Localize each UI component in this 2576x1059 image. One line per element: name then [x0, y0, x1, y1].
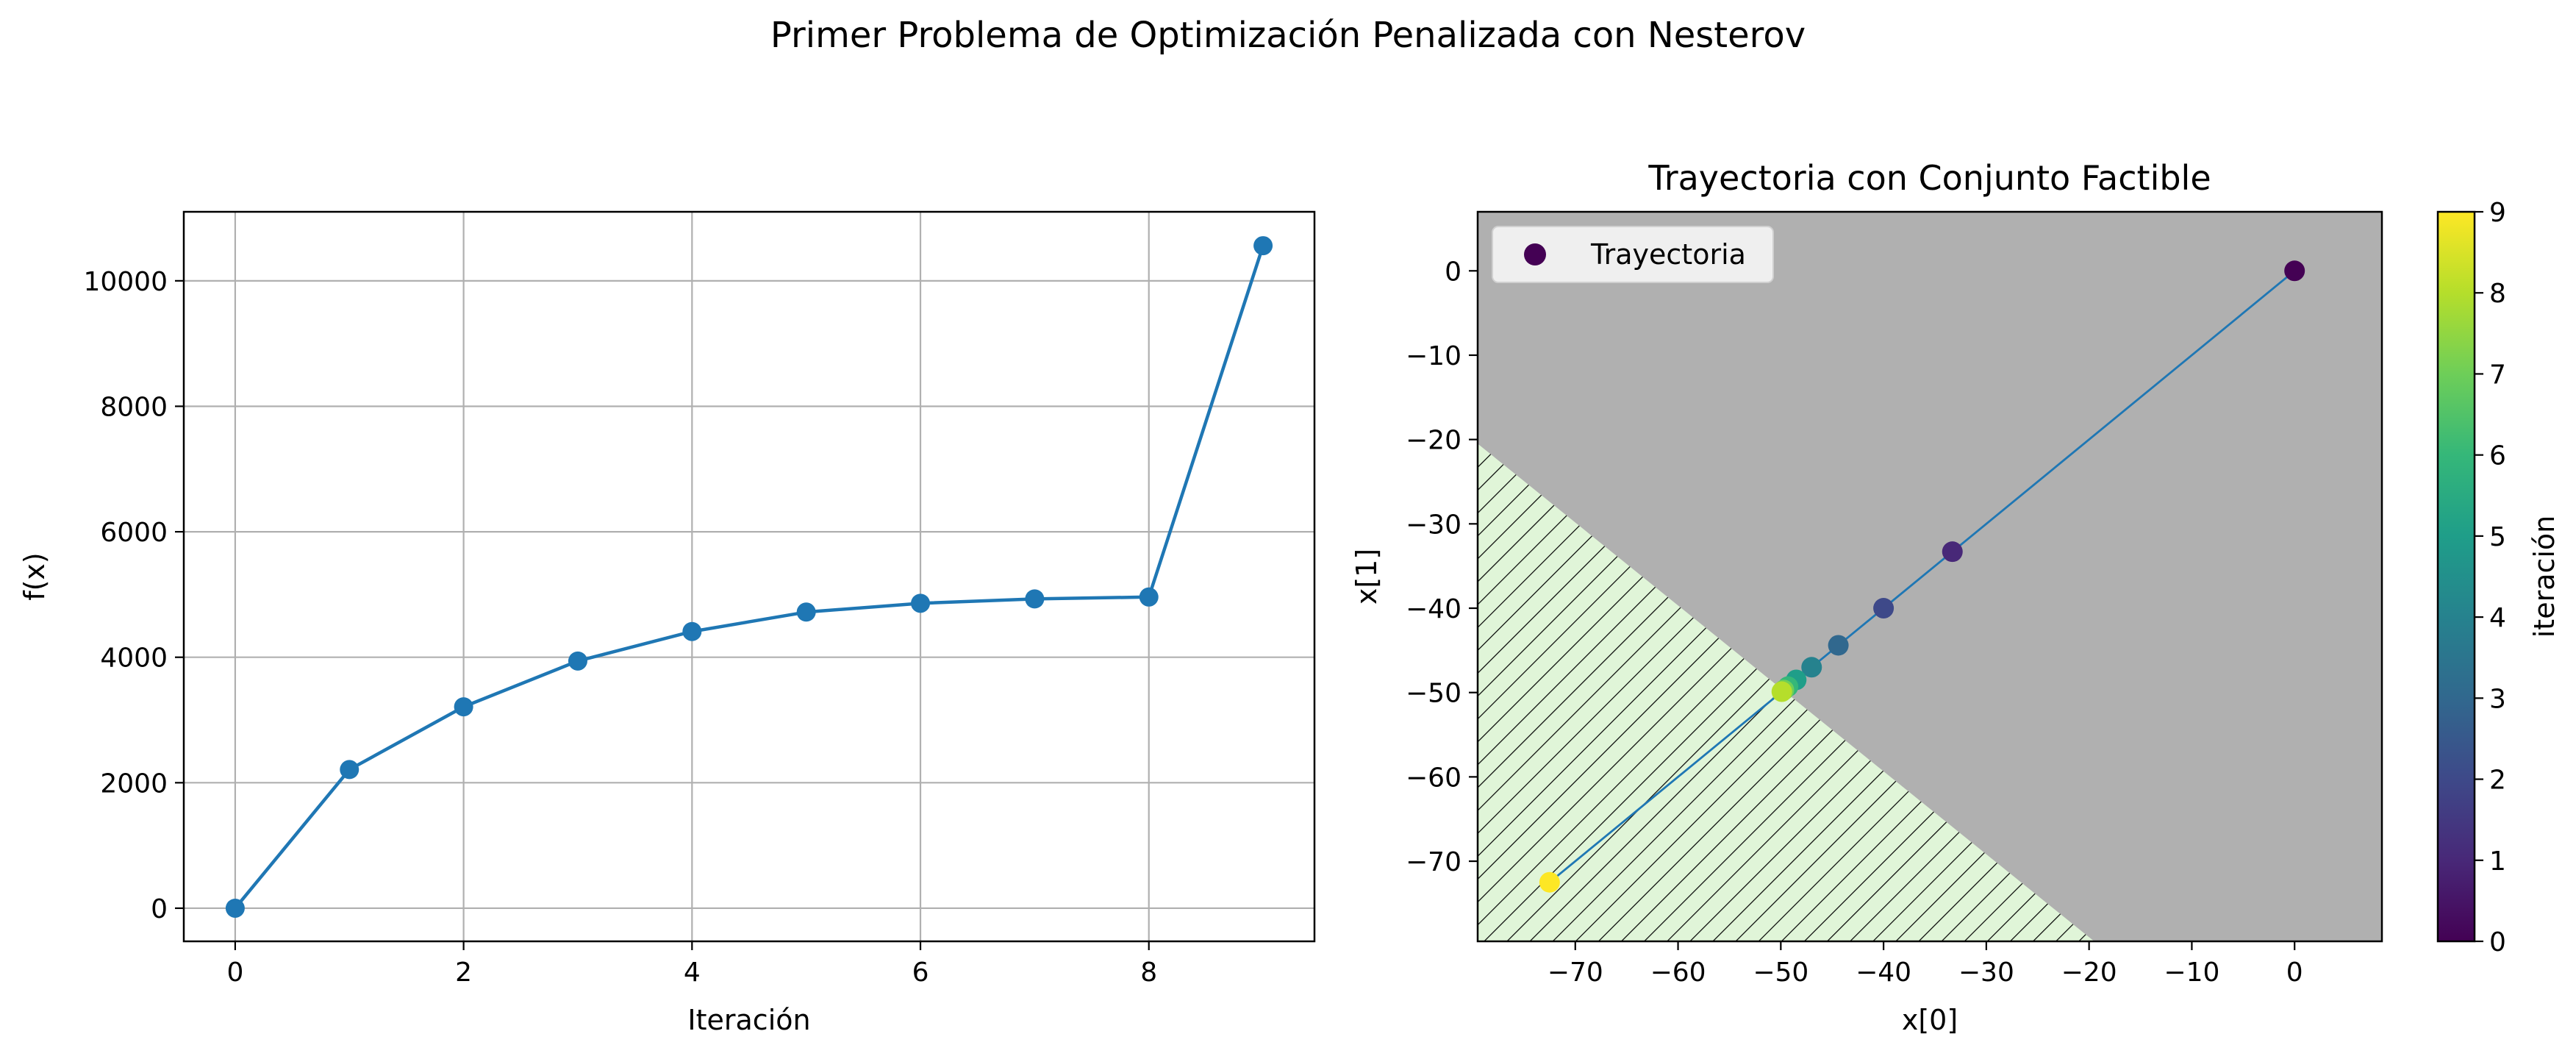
right-y-tick-label: −40 — [1406, 594, 1461, 624]
colorbar-tick-label: 5 — [2489, 522, 2506, 552]
right-x-tick-label: −60 — [1650, 958, 1706, 988]
right-y-tick-label: −30 — [1406, 510, 1461, 540]
right-y-tick-label: −60 — [1406, 763, 1461, 793]
left-y-axis-label: f(x) — [18, 552, 51, 601]
right-plot-frame — [1476, 210, 2383, 943]
left-series-points — [225, 236, 1273, 918]
colorbar-tick-label: 6 — [2489, 441, 2506, 471]
trajectory-point — [1942, 541, 1963, 563]
trajectory-point — [1801, 657, 1822, 678]
trajectory-point — [1771, 681, 1792, 702]
colorbar-tick-label: 7 — [2489, 360, 2506, 390]
feasible-region — [1478, 443, 2094, 941]
left-x-tick-label: 8 — [1140, 958, 1157, 988]
right-y-tick-label: −50 — [1406, 679, 1461, 709]
colorbar-ticks: 0 1 2 3 4 5 6 7 8 9 — [2475, 198, 2506, 958]
left-y-tick-label: 4000 — [100, 643, 168, 674]
colorbar-tick-label: 2 — [2489, 766, 2506, 796]
colorbar-tick-label: 8 — [2489, 279, 2506, 309]
left-y-tick-label: 10000 — [83, 267, 168, 297]
left-x-tick-label: 6 — [912, 958, 929, 988]
right-y-tick-label: −10 — [1406, 341, 1461, 371]
objective-point — [340, 760, 359, 780]
objective-point — [568, 651, 587, 671]
right-x-tick-label: −30 — [1958, 958, 2014, 988]
right-y-ticks: −70 −60 −50 −40 −30 −20 −10 0 — [1406, 257, 1478, 877]
colorbar-tick-label: 4 — [2489, 603, 2506, 633]
legend-label: Trayectoria — [1590, 238, 1746, 271]
trajectory-chart: Trayectoria con Conjunto Factible −70 −60… — [1350, 158, 2383, 1036]
trajectory-point — [2284, 260, 2305, 282]
right-x-tick-label: −20 — [2061, 958, 2117, 988]
objective-point — [454, 697, 473, 717]
objective-point — [1139, 587, 1159, 607]
figure-suptitle: Primer Problema de Optimización Penaliza… — [770, 15, 1806, 56]
colorbar-tick-label: 0 — [2489, 927, 2506, 958]
left-y-ticks: 0 2000 4000 6000 8000 10000 — [83, 267, 184, 924]
objective-point — [1253, 236, 1273, 256]
right-x-tick-label: −10 — [2164, 958, 2219, 988]
objective-point — [796, 602, 816, 622]
left-series-line — [234, 245, 1265, 910]
left-x-tick-label: 2 — [455, 958, 472, 988]
objective-chart: 0 2 4 6 8 0 2000 4000 6000 8000 10000 Iteración f… — [18, 210, 1316, 1036]
right-x-tick-label: −70 — [1548, 958, 1603, 988]
right-x-tick-label: −40 — [1856, 958, 1911, 988]
objective-point — [1025, 589, 1045, 609]
left-y-tick-label: 0 — [151, 894, 168, 924]
left-x-tick-label: 4 — [684, 958, 701, 988]
trajectory-points — [1539, 260, 2305, 893]
right-x-tick-label: −50 — [1753, 958, 1808, 988]
left-x-tick-label: 0 — [226, 958, 243, 988]
left-y-tick-label: 8000 — [100, 392, 168, 422]
colorbar-tick-label: 3 — [2489, 684, 2506, 714]
objective-point — [225, 898, 245, 918]
objective-point — [682, 621, 702, 641]
trajectory-point — [1828, 635, 1849, 656]
right-x-ticks: −70 −60 −50 −40 −30 −20 −10 0 — [1548, 941, 2303, 988]
trajectory-point — [1873, 598, 1895, 619]
objective-point — [911, 593, 931, 613]
legend-box — [1492, 226, 1774, 283]
right-y-axis-label: x[1] — [1350, 549, 1383, 605]
right-y-tick-label: −20 — [1406, 426, 1461, 456]
right-x-tick-label: 0 — [2286, 958, 2303, 988]
right-y-tick-label: 0 — [1445, 257, 1461, 287]
trajectory-chart-title: Trayectoria con Conjunto Factible — [1647, 158, 2211, 198]
trajectory-point — [1539, 871, 1560, 893]
colorbar-tick-label: 9 — [2489, 198, 2506, 228]
objective-line — [234, 245, 1265, 910]
left-plot-frame — [182, 210, 1316, 943]
left-grid — [184, 212, 1314, 941]
left-y-tick-label: 6000 — [100, 518, 168, 548]
right-x-axis-label: x[0] — [1902, 1004, 1958, 1036]
left-y-tick-label: 2000 — [100, 769, 168, 799]
legend-marker — [1524, 243, 1546, 265]
colorbar-label: iteración — [2528, 516, 2561, 638]
colorbar: 0 1 2 3 4 5 6 7 8 9 iteración — [2436, 198, 2561, 958]
colorbar-tick-label: 1 — [2489, 846, 2506, 877]
right-y-tick-label: −70 — [1406, 847, 1461, 877]
colorbar-gradient — [2436, 210, 2476, 943]
left-x-ticks: 0 2 4 6 8 — [226, 941, 1157, 988]
legend: Trayectoria — [1492, 226, 1774, 283]
left-x-axis-label: Iteración — [687, 1004, 810, 1036]
